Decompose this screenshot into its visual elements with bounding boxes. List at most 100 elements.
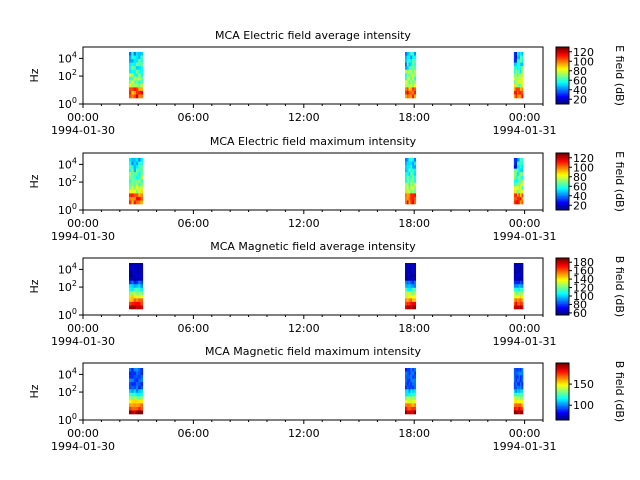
spectrogram-cell (408, 382, 411, 386)
x-tick-label: 00:00 (509, 427, 541, 440)
y-tick-label: 100 (58, 307, 77, 322)
spectrogram-cell (521, 193, 524, 198)
spectrogram-cell (131, 55, 134, 60)
spectrogram-cell (133, 73, 137, 78)
spectrogram-cell (408, 385, 411, 390)
spectrogram-cell (129, 298, 132, 303)
spectrogram-cell (521, 385, 524, 390)
x-tick-label: 12:00 (288, 217, 320, 230)
spectrogram-cell (133, 186, 137, 191)
spectrogram-cell (521, 406, 524, 411)
spectrogram-cell (412, 87, 415, 92)
spectrogram-cell (412, 168, 415, 173)
spectrogram-cell (412, 378, 415, 383)
colorbar-segment (556, 61, 569, 63)
spectrogram-cell (513, 69, 516, 74)
spectrogram-cell (140, 389, 144, 394)
spectrogram-cell (521, 73, 524, 78)
pass-3 (513, 368, 524, 415)
spectrogram-cell (129, 385, 132, 390)
spectrogram-cell (515, 186, 518, 191)
spectrogram-cell (518, 301, 521, 306)
colorbar-segment (556, 391, 569, 394)
colorbar-tick-label: 20 (573, 93, 587, 106)
colorbar-segment (556, 198, 569, 201)
spectrogram-cell (413, 371, 417, 376)
spectrogram-cell (515, 179, 518, 184)
colorbar-segment (556, 98, 569, 101)
spectrogram-cell (129, 189, 132, 194)
spectrogram-cell (516, 175, 519, 180)
spectrogram-cell (135, 287, 139, 292)
spectrogram-cell (516, 62, 519, 67)
spectrogram-cell (413, 66, 417, 70)
spectrogram-cell (405, 403, 408, 408)
spectrogram-cell (133, 179, 137, 184)
colorbar-segment (556, 382, 569, 385)
colorbar-segment (556, 74, 569, 76)
y-tick-label: 102 (58, 384, 77, 399)
spectrogram-cell (131, 298, 134, 303)
spectrogram-cell (406, 277, 409, 281)
colorbar-segment (556, 387, 569, 389)
spectrogram-cell (412, 66, 415, 70)
spectrogram-cell (138, 189, 141, 194)
spectrogram-cell (515, 368, 518, 372)
spectrogram-cell (406, 375, 409, 379)
colorbar-segment (556, 371, 569, 374)
spectrogram-cell (516, 294, 519, 299)
spectrogram-cell (515, 59, 518, 63)
spectrogram-cell (412, 80, 415, 85)
spectrogram-cell (140, 368, 144, 372)
spectrogram-cell (406, 55, 409, 60)
spectrogram-cell (518, 158, 521, 162)
spectrogram-cell (138, 277, 141, 281)
spectrogram-cell (406, 179, 409, 184)
colorbar-segment (556, 201, 569, 204)
spectrogram-cell (405, 263, 408, 267)
spectrogram-cell (412, 410, 415, 415)
spectrogram-cell (140, 94, 144, 99)
x-date-label: 1994-01-30 (51, 230, 115, 243)
spectrogram-cell (521, 396, 524, 401)
spectrogram-cell (412, 165, 415, 169)
spectrogram-cell (515, 66, 518, 70)
spectrogram-cell (516, 73, 519, 78)
spectrogram-cell (140, 263, 144, 267)
spectrogram-cell (406, 62, 409, 67)
colorbar-segment (556, 192, 569, 195)
spectrogram-cell (138, 280, 141, 285)
spectrogram-cell (518, 73, 521, 78)
spectrogram-cell (516, 186, 519, 191)
spectrogram-cell (413, 87, 417, 92)
spectrogram-cell (131, 62, 134, 67)
spectrogram-cell (133, 52, 137, 56)
spectrogram-cell (135, 389, 139, 394)
spectrogram-cell (408, 186, 411, 191)
spectrogram-cell (408, 80, 411, 85)
spectrogram-cell (518, 161, 521, 166)
spectrogram-cell (129, 294, 132, 299)
spectrogram-cell (133, 165, 137, 169)
colorbar-segment (556, 79, 569, 82)
spectrogram-cell (516, 87, 519, 92)
spectrogram-cell (140, 196, 144, 201)
y-tick-label: 100 (58, 412, 77, 427)
spectrogram-cell (129, 389, 132, 394)
y-tick-label: 100 (58, 96, 77, 111)
spectrogram-cell (408, 87, 411, 92)
spectrogram-cell (521, 368, 524, 372)
spectrogram-cell (413, 83, 417, 88)
spectrogram-cell (408, 301, 411, 306)
colorbar-segment (556, 54, 569, 56)
spectrogram-cell (133, 80, 137, 85)
spectrogram-cell (412, 193, 415, 198)
spectrogram-cell (406, 189, 409, 194)
spectrogram-cell (413, 189, 417, 194)
spectrogram-cell (140, 55, 144, 60)
pass-3 (513, 263, 524, 310)
spectrogram-cell (131, 280, 134, 285)
spectrogram-cell (513, 182, 516, 187)
spectrogram-cell (138, 382, 141, 386)
